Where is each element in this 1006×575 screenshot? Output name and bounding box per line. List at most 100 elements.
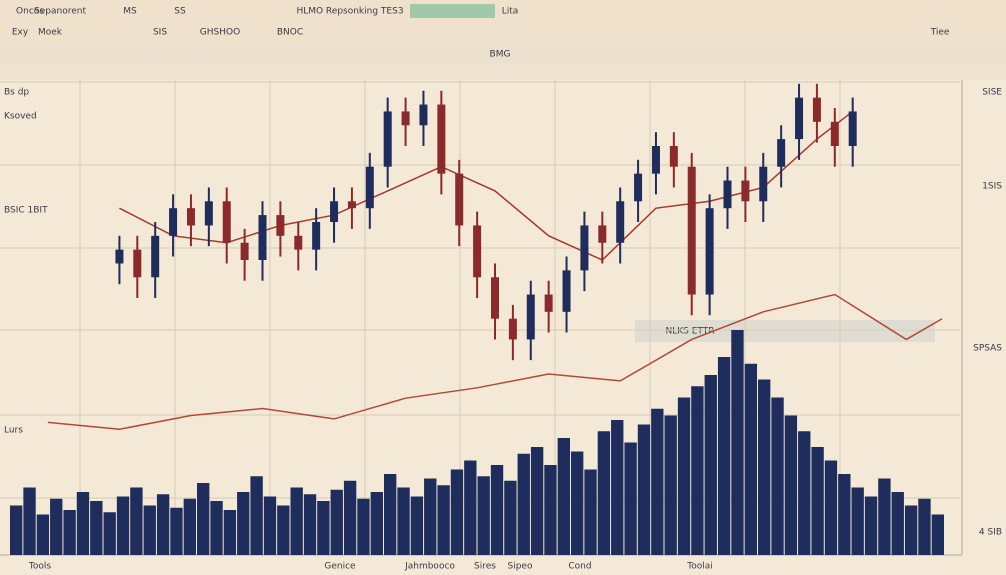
candle-body (383, 111, 392, 167)
volume-bar (918, 498, 931, 555)
toolbar-label[interactable]: Lita (502, 7, 519, 17)
candle-body (258, 215, 267, 260)
toolbar-label[interactable]: SS (174, 7, 186, 17)
volume-bar (63, 510, 76, 555)
volume-bar (744, 363, 757, 555)
volume-bar (477, 476, 490, 555)
candle-body (705, 208, 714, 295)
volume-bar (197, 483, 210, 555)
volume-bar (464, 460, 477, 555)
volume-bar (130, 487, 143, 555)
candle-body (169, 208, 178, 236)
toolbar-label[interactable]: BNOC (277, 28, 303, 38)
candle-body (133, 249, 142, 278)
right-axis-label: SPSAS (973, 344, 1002, 354)
candle-body (491, 277, 499, 319)
candle-body (294, 235, 303, 250)
volume-bar (717, 357, 731, 555)
volume-bar (557, 438, 570, 555)
candle-body (795, 97, 804, 140)
volume-bar (290, 487, 303, 555)
candle-body (365, 166, 374, 209)
volume-bar (10, 505, 23, 555)
toolbar-label[interactable]: Sepanorent (34, 7, 86, 17)
volume-bar (90, 501, 103, 555)
candle-body (115, 249, 124, 264)
toolbar-label[interactable]: HLMO Repsonking TES3 (296, 7, 403, 17)
volume-bar (878, 478, 891, 555)
center-label: BMG (490, 50, 511, 60)
toolbar-label[interactable]: Moek (38, 28, 63, 38)
candle-body (186, 208, 195, 226)
volume-bar (424, 478, 437, 555)
candle-body (544, 294, 553, 312)
volume-bar (450, 469, 464, 555)
volume-bar (504, 480, 517, 555)
volume-bar (50, 498, 63, 555)
info-bar (0, 64, 1006, 80)
volume-bar (156, 494, 170, 555)
footer-label: Cond (568, 562, 591, 572)
active-tab[interactable] (410, 4, 495, 18)
volume-bar (370, 492, 383, 555)
volume-bar (584, 469, 597, 555)
volume-bar (838, 474, 851, 555)
volume-bar (784, 415, 798, 555)
volume-bar (651, 408, 664, 555)
volume-bar (437, 485, 450, 555)
candle-body (634, 173, 643, 202)
volume-bar (23, 487, 36, 555)
subtoolbar (0, 44, 1006, 64)
volume-bar (891, 492, 904, 555)
toolbar-label[interactable]: MS (123, 7, 137, 17)
volume-bar (103, 512, 116, 555)
candle-body (347, 201, 356, 209)
toolbar (0, 0, 1006, 44)
candle-body (312, 222, 321, 250)
volume-bar (731, 330, 744, 555)
candle-body (455, 173, 464, 226)
volume-bar (210, 501, 223, 555)
volume-bar (677, 397, 691, 555)
candle-body (669, 146, 678, 167)
toolbar-label[interactable]: Oncos (16, 7, 44, 17)
toolbar-label[interactable]: Tiee (930, 28, 950, 38)
right-axis-label: 4 SIB (979, 528, 1002, 538)
volume-bar (303, 494, 317, 555)
candle-body (723, 180, 732, 209)
candle-body (598, 225, 607, 243)
candle-body (508, 318, 517, 340)
toolbar-label[interactable]: GHSHOO (200, 28, 240, 38)
overlay-line (47, 293, 943, 431)
candle-body (777, 139, 786, 167)
toolbar-label[interactable]: SIS (153, 28, 167, 38)
volume-bar (624, 442, 637, 555)
candle-body (687, 166, 696, 295)
right-axis-label: SISE (982, 88, 1002, 98)
volume-bar (824, 460, 838, 555)
volume-bar (397, 487, 410, 555)
candle-body (419, 104, 428, 126)
footer-label: Tools (28, 562, 51, 572)
left-label: Lurs (4, 426, 23, 436)
left-label: BSIC 1BIT (4, 206, 48, 216)
volume-bar (771, 397, 784, 555)
volume-bar (410, 496, 424, 555)
left-label: Ksoved (4, 112, 37, 122)
volume-bar (597, 431, 611, 555)
volume-bar (758, 379, 771, 555)
volume-bar (704, 375, 717, 555)
volume-bar (851, 487, 864, 555)
volume-bar (250, 476, 263, 555)
volume-bar (530, 447, 544, 555)
volume-bar (931, 514, 944, 555)
volume-bar (384, 474, 397, 555)
candle-body (526, 294, 535, 340)
volume-bar (904, 505, 918, 555)
toolbar-label[interactable]: Exy (12, 28, 29, 38)
candle-body (204, 201, 213, 226)
candle-body (330, 201, 339, 222)
volume-bar (183, 498, 196, 555)
volume-bar (143, 505, 156, 555)
